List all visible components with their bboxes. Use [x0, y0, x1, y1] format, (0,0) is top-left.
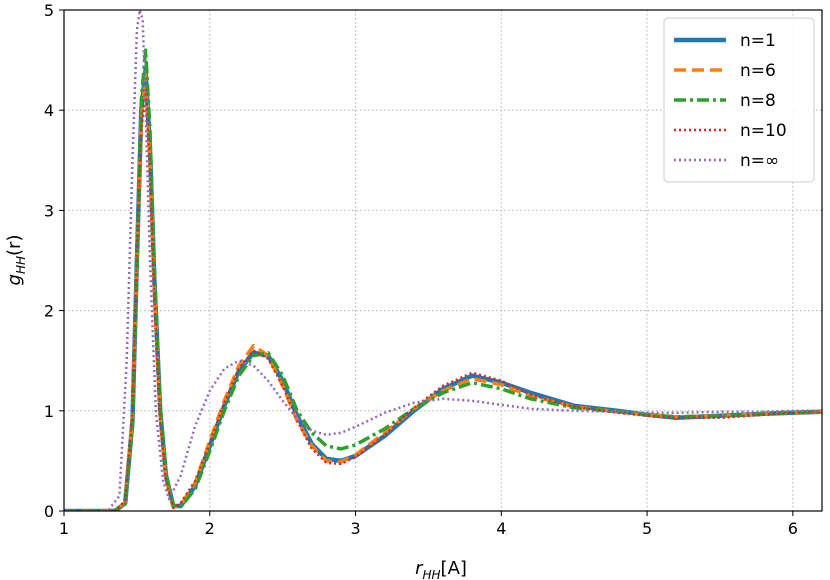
legend-box — [663, 17, 815, 183]
y-tick-label: 4 — [44, 101, 54, 120]
legend-label-1: n=6 — [740, 61, 776, 81]
x-tick-label: 6 — [788, 519, 798, 538]
x-tick-label: 3 — [350, 519, 360, 538]
y-tick-label: 3 — [44, 201, 54, 220]
y-tick-label: 2 — [44, 302, 54, 321]
x-tick-label: 1 — [59, 519, 69, 538]
y-axis-label: gHH(r) — [4, 235, 28, 286]
x-tick-label: 2 — [205, 519, 215, 538]
legend: n=1 n=6 n=8 n=10 n=∞ — [663, 17, 815, 183]
x-axis-label: rHH[A] — [415, 558, 467, 580]
legend-label-2: n=8 — [740, 91, 776, 111]
y-tick-label: 1 — [44, 402, 54, 421]
legend-label-3: n=10 — [740, 121, 787, 141]
plot-area-frame — [63, 9, 823, 512]
x-tick-label: 4 — [496, 519, 506, 538]
legend-label-4: n=∞ — [740, 151, 779, 171]
series-lines — [64, 10, 822, 511]
x-tick-label: 5 — [642, 519, 652, 538]
legend-label-0: n=1 — [740, 31, 776, 51]
y-tick-label: 5 — [44, 1, 54, 20]
y-tick-label: 0 — [44, 502, 54, 521]
